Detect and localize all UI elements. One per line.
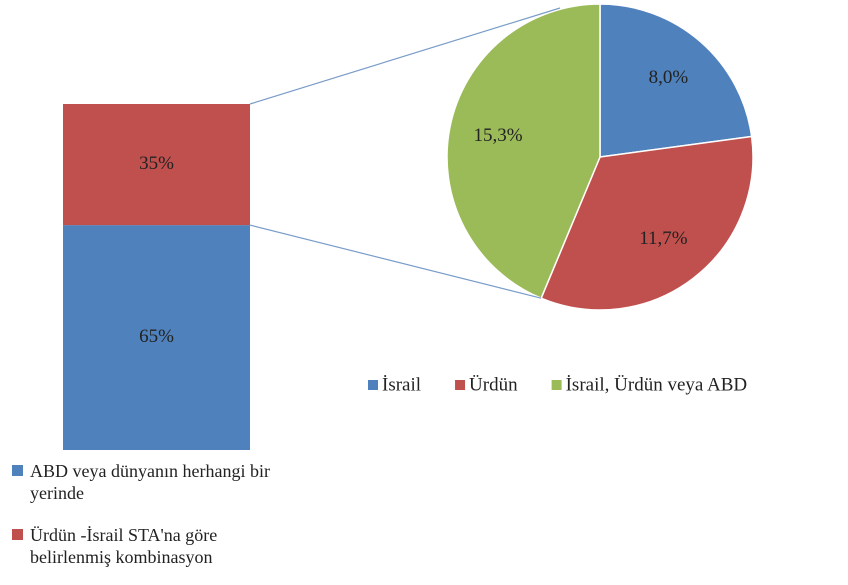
data-label: 8,0% [649,67,689,88]
legend-label: ABD veya dünyanın herhangi bir yerinde [30,461,270,503]
legend-label: Ürdün -İsrail STA'na göre belirlenmiş ko… [30,525,218,567]
pie-slice [599,3,753,158]
bar-segment [63,104,250,226]
legend-label: Ürdün [469,374,518,395]
connector-line [249,224,542,299]
legend-swatch [551,380,562,390]
data-label: 15,3% [473,125,522,146]
bar-segment [63,225,250,450]
data-label: 11,7% [639,228,688,249]
legend-swatch [368,380,378,390]
pie-slice [540,135,754,311]
legend-swatch [12,465,23,476]
legend-swatch [12,529,23,540]
connector-line [249,7,561,105]
data-label: 65% [139,326,174,347]
data-label: 35% [139,153,174,174]
legend-label: İsrail, Ürdün veya ABD [566,374,748,395]
legend-swatch [455,380,466,390]
legend-label: İsrail [382,374,421,395]
pie-slice [446,3,601,300]
legend-entry: ABD veya dünyanın herhangi bir yerinde [12,460,280,504]
legend-entry: Ürdün -İsrail STA'na göre belirlenmiş ko… [12,524,280,568]
